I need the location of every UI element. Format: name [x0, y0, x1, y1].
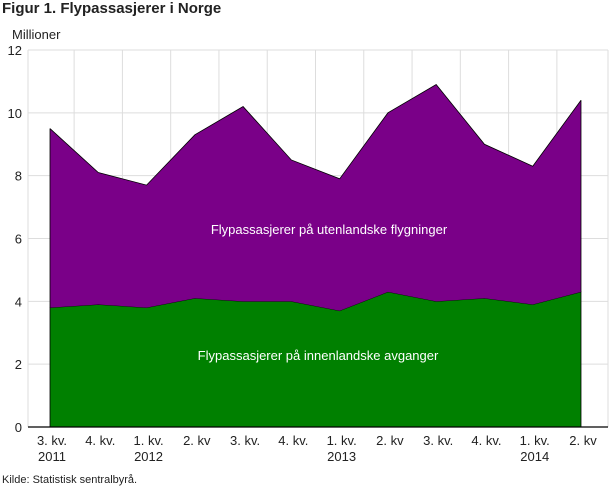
x-tick-year-label: 2013	[327, 449, 356, 464]
y-tick-label: 4	[15, 294, 22, 309]
y-tick-label: 12	[8, 43, 22, 58]
x-tick-label: 4. kv.	[85, 433, 115, 448]
x-tick-year-label: 2012	[134, 449, 163, 464]
series-label-domestic: Flypassasjerer på innenlandske avganger	[198, 348, 439, 363]
y-tick-label: 6	[15, 232, 22, 247]
x-tick-label: 3. kv.	[37, 433, 67, 448]
chart-title: Figur 1. Flypassasjerer i Norge	[2, 0, 222, 17]
x-tick-label: 4. kv.	[278, 433, 308, 448]
x-tick-label: 2. kv	[183, 433, 211, 448]
x-tick-label: 1. kv.	[133, 433, 163, 448]
x-tick-label: 4. kv.	[471, 433, 501, 448]
x-tick-label: 2. kv	[376, 433, 404, 448]
x-tick-label: 3. kv.	[423, 433, 453, 448]
y-tick-label: 2	[15, 357, 22, 372]
y-tick-label: 8	[15, 169, 22, 184]
y-tick-label: 0	[15, 420, 22, 435]
x-tick-year-label: 2011	[38, 449, 66, 464]
series-label-international: Flypassasjerer på utenlandske flygninger	[211, 222, 448, 237]
area-international-outline	[49, 84, 582, 186]
y-axis-unit: Millioner	[12, 27, 61, 42]
x-tick-label: 1. kv.	[327, 433, 357, 448]
series-labels: Flypassasjerer på utenlandske flygninger…	[198, 222, 448, 363]
x-tick-label: 3. kv.	[230, 433, 260, 448]
source-note: Kilde: Statistisk sentralbyrå.	[2, 474, 138, 486]
y-tick-label: 10	[8, 106, 22, 121]
area-international	[50, 84, 581, 311]
x-tick-label: 2. kv	[569, 433, 597, 448]
area-series	[49, 84, 582, 428]
x-tick-label: 1. kv.	[520, 433, 550, 448]
x-tick-year-label: 2014	[520, 449, 549, 464]
